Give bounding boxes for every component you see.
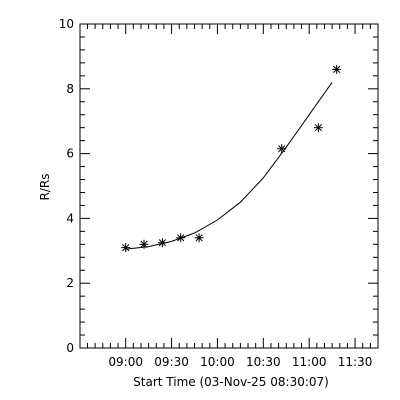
x-axis-title: Start Time (03-Nov-25 08:30:07) — [133, 375, 329, 389]
fit-curve — [125, 82, 333, 250]
axes: 0 2 4 6 8 10 09:00 09:30 10:00 10:30 11:00 11:30 — [59, 17, 379, 369]
data-point — [194, 233, 204, 243]
plot-frame — [79, 23, 379, 349]
data-point — [121, 243, 131, 253]
y-tick-label: 6 — [66, 147, 74, 161]
y-axis-title: R/Rs — [38, 174, 52, 201]
y-tick-label: 10 — [59, 17, 74, 31]
x-tick-label: 09:30 — [154, 355, 189, 369]
y-tick-label: 8 — [66, 82, 74, 96]
x-tick-label: 11:30 — [338, 355, 373, 369]
y-tick-label: 4 — [66, 211, 74, 225]
y-tick-label: 2 — [66, 276, 74, 290]
y-tick-label: 0 — [66, 341, 74, 355]
x-tick-label: 10:00 — [200, 355, 235, 369]
data-marks — [121, 64, 342, 253]
x-tick-label: 11:00 — [292, 355, 327, 369]
x-tick-label: 10:30 — [246, 355, 281, 369]
x-tick-label: 09:00 — [108, 355, 143, 369]
data-point — [332, 64, 342, 74]
data-point — [313, 123, 323, 133]
axis-labels: Start Time (03-Nov-25 08:30:07) R/Rs — [38, 174, 329, 389]
